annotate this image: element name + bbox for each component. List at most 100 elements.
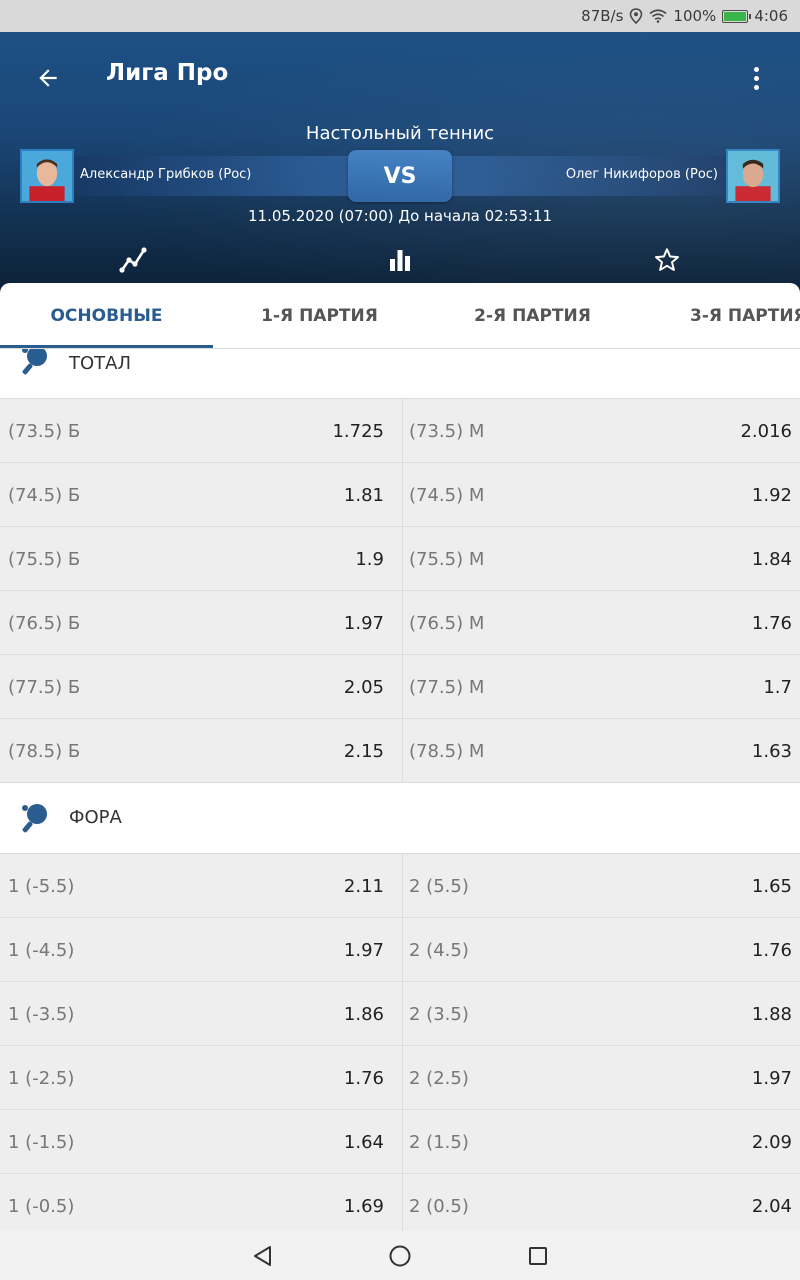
odd-value: 1.725	[332, 420, 384, 442]
market-row: 1 (-4.5) 1.97 2 (4.5) 1.76	[0, 918, 800, 982]
odd-value: 1.97	[343, 612, 384, 634]
outcome-name: (74.5) М	[409, 484, 485, 506]
tab-main[interactable]: ОСНОВНЫЕ	[50, 306, 163, 326]
outcome-name: (77.5) Б	[8, 676, 81, 698]
section-header-handicap[interactable]: ФОРА	[0, 783, 800, 854]
odd-cell-under[interactable]: (77.5) М 1.7	[402, 655, 800, 719]
odd-value: 1.65	[751, 875, 792, 897]
wifi-icon	[649, 9, 667, 23]
odd-value: 1.97	[751, 1067, 792, 1089]
square-recents-icon	[529, 1247, 547, 1265]
bar-chart-icon	[390, 250, 410, 271]
star-icon	[655, 248, 679, 271]
more-vert-icon	[753, 66, 759, 72]
table-tennis-icon	[22, 804, 47, 833]
odd-cell-team1[interactable]: 1 (-2.5) 1.76	[0, 1046, 392, 1110]
outcome-name: 1 (-0.5)	[8, 1195, 75, 1217]
odd-value: 1.69	[343, 1195, 384, 1217]
outcome-name: (76.5) Б	[8, 612, 81, 634]
outcome-name: 2 (3.5)	[409, 1003, 469, 1025]
odd-cell-over[interactable]: (76.5) Б 1.97	[0, 591, 392, 655]
nav-back-button[interactable]	[247, 1241, 277, 1271]
odd-value: 1.76	[751, 612, 792, 634]
odd-value: 1.88	[751, 1003, 792, 1025]
sport-title: Настольный теннис	[305, 123, 495, 144]
page-title: Лига Про	[106, 60, 229, 86]
outcome-name: (78.5) Б	[8, 740, 81, 762]
odd-cell-over[interactable]: (73.5) Б 1.725	[0, 399, 392, 463]
odd-cell-team2[interactable]: 2 (0.5) 2.04	[402, 1174, 800, 1231]
outcome-name: 1 (-1.5)	[8, 1131, 75, 1153]
market-row: 1 (-5.5) 2.11 2 (5.5) 1.65	[0, 854, 800, 918]
status-bar: 87B/s 100% 4:06	[0, 0, 800, 32]
statistics-button[interactable]	[384, 244, 416, 276]
odd-cell-team2[interactable]: 2 (2.5) 1.97	[402, 1046, 800, 1110]
odd-cell-over[interactable]: (74.5) Б 1.81	[0, 463, 392, 527]
odd-cell-over[interactable]: (77.5) Б 2.05	[0, 655, 392, 719]
odd-cell-over[interactable]: (78.5) Б 2.15	[0, 719, 392, 783]
location-icon	[629, 8, 643, 24]
tab-set-1[interactable]: 1-Я ПАРТИЯ	[261, 306, 378, 326]
odd-cell-team1[interactable]: 1 (-1.5) 1.64	[0, 1110, 392, 1174]
nav-recents-button[interactable]	[523, 1241, 553, 1271]
favorite-button[interactable]	[651, 244, 683, 276]
line-stats-button[interactable]	[117, 244, 149, 276]
odd-value: 1.84	[751, 548, 792, 570]
market-row: (78.5) Б 2.15 (78.5) М 1.63	[0, 719, 800, 783]
clock: 4:06	[754, 7, 788, 25]
odd-value: 1.76	[751, 939, 792, 961]
active-tab-indicator	[0, 345, 213, 348]
section-title: ФОРА	[69, 807, 122, 828]
outcome-name: (78.5) М	[409, 740, 485, 762]
player1-avatar	[20, 149, 74, 203]
outcome-name: 2 (2.5)	[409, 1067, 469, 1089]
outcome-name: 1 (-4.5)	[8, 939, 75, 961]
odd-cell-under[interactable]: (78.5) М 1.63	[402, 719, 800, 783]
odd-value: 2.016	[740, 420, 792, 442]
odd-value: 1.81	[343, 484, 384, 506]
odd-value: 2.05	[343, 676, 384, 698]
outcome-name: 2 (1.5)	[409, 1131, 469, 1153]
match-datetime: 11.05.2020 (07:00) До начала 02:53:11	[248, 207, 552, 225]
market-row: (77.5) Б 2.05 (77.5) М 1.7	[0, 655, 800, 719]
odd-cell-team1[interactable]: 1 (-4.5) 1.97	[0, 918, 392, 982]
odd-cell-team2[interactable]: 2 (1.5) 2.09	[402, 1110, 800, 1174]
battery-icon	[722, 9, 752, 23]
odd-value: 2.11	[343, 875, 384, 897]
market-row: (75.5) Б 1.9 (75.5) М 1.84	[0, 527, 800, 591]
odd-cell-team2[interactable]: 2 (4.5) 1.76	[402, 918, 800, 982]
odd-cell-team2[interactable]: 2 (5.5) 1.65	[402, 854, 800, 918]
more-options-button[interactable]	[738, 58, 774, 98]
odd-value: 1.9	[355, 548, 384, 570]
odd-cell-team1[interactable]: 1 (-0.5) 1.69	[0, 1174, 392, 1231]
tab-set-2[interactable]: 2-Я ПАРТИЯ	[474, 306, 591, 326]
market-row: 1 (-1.5) 1.64 2 (1.5) 2.09	[0, 1110, 800, 1174]
player2-avatar	[726, 149, 780, 203]
market-row: 1 (-2.5) 1.76 2 (2.5) 1.97	[0, 1046, 800, 1110]
nav-home-button[interactable]	[385, 1241, 415, 1271]
outcome-name: (76.5) М	[409, 612, 485, 634]
outcome-name: 2 (5.5)	[409, 875, 469, 897]
chart-line-icon	[119, 247, 147, 273]
outcome-name: (75.5) Б	[8, 548, 81, 570]
odd-cell-team1[interactable]: 1 (-5.5) 2.11	[0, 854, 392, 918]
outcome-name: (73.5) Б	[8, 420, 81, 442]
odd-value: 1.76	[343, 1067, 384, 1089]
circle-home-icon	[389, 1245, 411, 1267]
odd-value: 1.64	[343, 1131, 384, 1153]
odd-cell-under[interactable]: (74.5) М 1.92	[402, 463, 800, 527]
section-header-total[interactable]: ТОТАЛ	[0, 349, 800, 399]
odd-value: 1.92	[751, 484, 792, 506]
odd-cell-under[interactable]: (76.5) М 1.76	[402, 591, 800, 655]
outcome-name: (75.5) М	[409, 548, 485, 570]
odd-cell-team1[interactable]: 1 (-3.5) 1.86	[0, 982, 392, 1046]
odd-cell-team2[interactable]: 2 (3.5) 1.88	[402, 982, 800, 1046]
odd-cell-over[interactable]: (75.5) Б 1.9	[0, 527, 392, 591]
player2-name: Олег Никифоров (Рос)	[565, 167, 718, 182]
markets-list[interactable]: ТОТАЛ (73.5) Б 1.725 (73.5) М 2.016 (74.5)…	[0, 349, 800, 1231]
tab-set-3[interactable]: 3-Я ПАРТИЯ	[690, 306, 800, 326]
odd-cell-under[interactable]: (75.5) М 1.84	[402, 527, 800, 591]
odd-value: 1.63	[751, 740, 792, 762]
back-button[interactable]	[28, 58, 68, 98]
odd-cell-under[interactable]: (73.5) М 2.016	[402, 399, 800, 463]
